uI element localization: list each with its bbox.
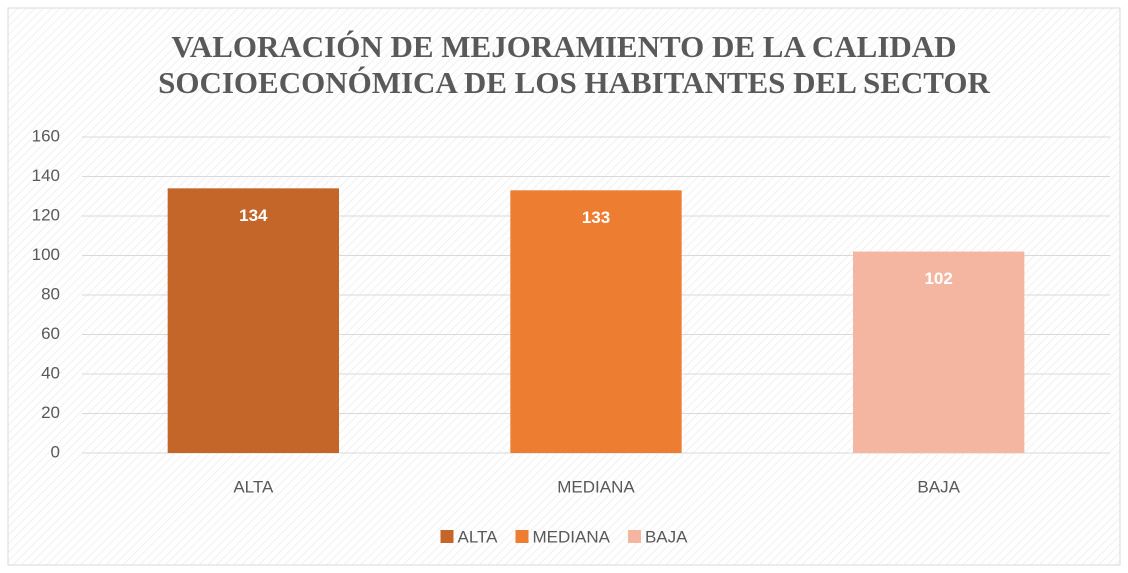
data-label: 102 <box>924 269 952 288</box>
y-tick-label: 80 <box>41 284 60 303</box>
legend-label: BAJA <box>645 527 688 546</box>
y-tick-label: 20 <box>41 403 60 422</box>
y-tick-label: 0 <box>51 442 60 461</box>
bar <box>167 188 339 453</box>
legend-swatch <box>440 530 454 543</box>
y-tick-label: 160 <box>32 126 60 145</box>
bar <box>853 251 1025 453</box>
legend-swatch <box>515 530 529 543</box>
data-label: 134 <box>239 206 268 225</box>
y-tick-label: 140 <box>32 166 60 185</box>
x-tick-label: ALTA <box>233 477 274 496</box>
y-tick-label: 60 <box>41 324 60 343</box>
legend-label: MEDIANA <box>533 527 611 546</box>
y-tick-label: 120 <box>32 205 60 224</box>
x-tick-label: BAJA <box>917 477 960 496</box>
y-tick-label: 100 <box>32 245 60 264</box>
legend-swatch <box>627 530 641 543</box>
chart-title: SOCIOECONÓMICA DE LOS HABITANTES DEL SEC… <box>158 65 990 100</box>
y-tick-label: 40 <box>41 363 60 382</box>
bar <box>510 190 682 453</box>
legend-label: ALTA <box>458 527 499 546</box>
data-label: 133 <box>582 208 610 227</box>
x-tick-label: MEDIANA <box>557 477 635 496</box>
chart-title: VALORACIÓN DE MEJORAMIENTO DE LA CALIDAD <box>171 29 956 64</box>
